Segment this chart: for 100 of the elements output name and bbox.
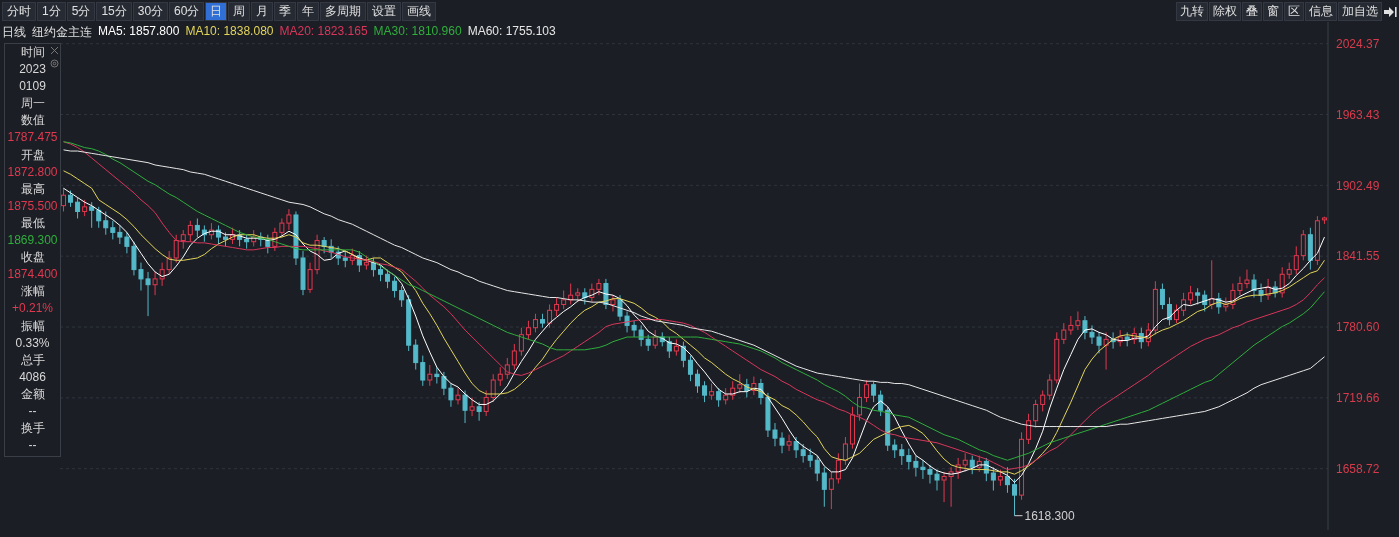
text: MA5: 1857.800 <box>98 24 180 40</box>
candlestick <box>906 448 912 471</box>
candlestick <box>462 390 468 424</box>
text: 除权 <box>1209 2 1241 21</box>
candlestick <box>687 355 693 382</box>
text: MA20: 1823.165 <box>279 24 368 40</box>
text: 涨幅 <box>19 283 46 301</box>
candlestick <box>194 217 200 238</box>
text: 叠 <box>1242 2 1262 21</box>
text: 0.33% <box>14 334 51 352</box>
text: 数值 <box>19 112 46 130</box>
candlestick <box>547 303 553 329</box>
text: 2023 <box>18 61 47 79</box>
text: 60分 <box>169 2 205 21</box>
candlestick <box>1026 413 1032 445</box>
text: 1874.400 <box>6 266 59 284</box>
candlestick <box>392 276 398 299</box>
text: 5分 <box>66 2 96 21</box>
candlestick <box>385 269 391 289</box>
text: 金额 <box>19 385 46 403</box>
text: 时间 <box>19 44 46 61</box>
candlestick <box>1300 229 1306 261</box>
candlestick <box>1047 373 1053 401</box>
candlestick <box>680 341 686 368</box>
text: 1875.500 <box>6 197 59 215</box>
text: 总手 <box>19 351 46 369</box>
text: 换手 <box>19 420 46 438</box>
candlestick <box>842 436 848 466</box>
y-tick-label: 1719.66 <box>1336 391 1380 406</box>
candlestick <box>814 455 820 482</box>
candlestick <box>75 197 81 219</box>
text: 多周期 <box>320 2 367 21</box>
text: 分时 <box>2 2 36 21</box>
text: 窗 <box>1263 2 1283 21</box>
candlestick <box>413 338 419 371</box>
text: 振幅 <box>19 317 46 335</box>
y-tick-label: 2024.37 <box>1336 36 1380 51</box>
candlestick <box>800 443 806 464</box>
candlestick <box>716 387 722 408</box>
candlestick <box>1004 466 1010 494</box>
candlestick <box>807 448 813 468</box>
candlestick <box>1159 283 1165 310</box>
candlestick <box>427 364 433 387</box>
candlestick <box>483 390 489 417</box>
text: 30分 <box>132 2 169 21</box>
candlestick <box>455 387 461 405</box>
candlestick <box>110 220 116 240</box>
text: 画线 <box>402 2 437 21</box>
text: 信息 <box>1305 2 1337 21</box>
candlestick <box>518 327 524 357</box>
text: 1分 <box>37 2 66 21</box>
candlestick <box>835 452 841 484</box>
candlestick <box>561 290 567 310</box>
candlestick <box>173 234 179 264</box>
text: 周一 <box>19 95 46 113</box>
candlestick <box>1293 245 1299 275</box>
text: MA30: 1810.960 <box>373 24 462 40</box>
text: 开盘 <box>19 146 46 164</box>
text: +0.21% <box>10 300 54 318</box>
candlestick <box>990 466 996 491</box>
candlestick <box>793 436 799 459</box>
text: 1872.800 <box>6 163 59 181</box>
candlestick <box>469 396 475 417</box>
candlestick <box>899 443 905 466</box>
text: MA60: 1755.103 <box>467 24 556 40</box>
candlestick <box>511 343 517 371</box>
candlestick <box>103 210 109 236</box>
candlestick <box>1012 478 1017 517</box>
y-tick-label: 1780.60 <box>1336 320 1380 335</box>
text: -- <box>27 437 38 455</box>
candlestick <box>1061 322 1067 345</box>
annotation: 1618.300 <box>1024 508 1075 523</box>
candlestick <box>864 379 870 403</box>
candlestick <box>1033 399 1039 429</box>
candlestick <box>969 455 975 475</box>
candlestick <box>1040 390 1046 412</box>
text: 九转 <box>1176 2 1208 21</box>
candlestick <box>554 297 560 317</box>
candlestick <box>1188 285 1194 305</box>
text: 日 <box>205 2 228 21</box>
candlestick <box>420 355 426 387</box>
candlestick <box>525 320 531 340</box>
candlestick <box>1103 331 1109 371</box>
text: 0109 <box>18 78 47 96</box>
candlestick <box>476 401 482 422</box>
text: 最低 <box>19 214 46 232</box>
candlestick <box>1174 303 1180 324</box>
text: 季 <box>274 2 297 21</box>
text: 收盘 <box>19 249 46 267</box>
y-tick-label: 1902.49 <box>1336 178 1380 193</box>
text: 年 <box>297 2 320 21</box>
text: 1869.300 <box>6 232 59 250</box>
y-tick-label: 1963.43 <box>1336 107 1380 122</box>
chart-title: 纽约金主连 <box>32 24 92 41</box>
text: 月 <box>251 2 274 21</box>
candlestick <box>828 471 834 510</box>
text: 最高 <box>19 180 46 198</box>
candlestick <box>857 383 863 422</box>
y-tick-label: 1841.55 <box>1336 249 1380 264</box>
text: 设置 <box>367 2 402 21</box>
